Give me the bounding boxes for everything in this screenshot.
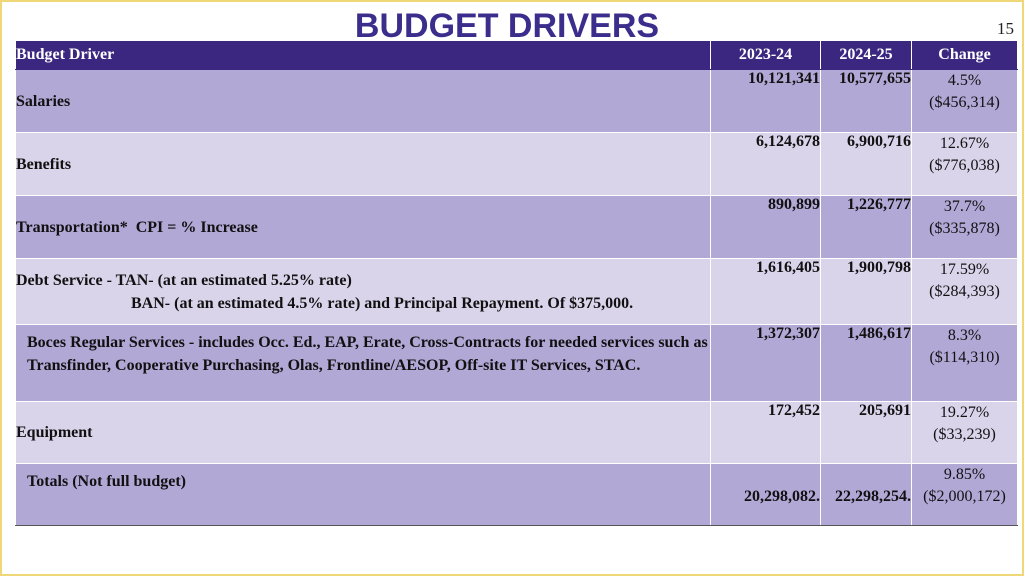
table-header-row: Budget Driver 2023-24 2024-25 Change xyxy=(15,40,1018,70)
row-value-2023-24: 172,452 xyxy=(710,401,821,464)
row-change: 4.5% ($456,314) xyxy=(911,69,1018,133)
row-change: 9.85% ($2,000,172) xyxy=(911,463,1018,526)
table-row: Equipment 172,452 205,691 19.27% ($33,23… xyxy=(15,401,1018,464)
header-2024-25: 2024-25 xyxy=(820,40,912,70)
row-driver-label: Transportation* CPI = % Increase xyxy=(15,195,711,259)
row-change: 37.7% ($335,878) xyxy=(911,195,1018,259)
table-row: Debt Service - TAN- (at an estimated 5.2… xyxy=(15,258,1018,325)
row-value-2023-24: 6,124,678 xyxy=(710,132,821,196)
row-change: 17.59% ($284,393) xyxy=(911,258,1018,325)
header-change: Change xyxy=(911,40,1018,70)
row-driver-label: Benefits xyxy=(15,132,711,196)
change-amount: ($114,310) xyxy=(929,349,1000,366)
change-amount: ($33,239) xyxy=(933,426,996,443)
row-change: 8.3% ($114,310) xyxy=(911,324,1018,402)
change-percent: 4.5% xyxy=(947,72,982,89)
row-value-2023-24: 20,298,082. xyxy=(710,463,821,526)
row-driver-label: Equipment xyxy=(15,401,711,464)
change-percent: 8.3% xyxy=(947,327,982,344)
row-driver-label: Salaries xyxy=(15,69,711,133)
row-change: 19.27% ($33,239) xyxy=(911,401,1018,464)
change-percent: 19.27% xyxy=(939,404,990,421)
header-2023-24: 2023-24 xyxy=(710,40,821,70)
table-row-totals: Totals (Not full budget) 20,298,082. 22,… xyxy=(15,463,1018,526)
row-driver-label: Debt Service - TAN- (at an estimated 5.2… xyxy=(15,258,711,325)
change-amount: ($456,314) xyxy=(929,94,1000,111)
row-value-2024-25: 6,900,716 xyxy=(820,132,912,196)
row-value-2023-24: 1,616,405 xyxy=(710,258,821,325)
change-percent: 12.67% xyxy=(939,135,990,152)
change-percent: 37.7% xyxy=(943,198,986,215)
row-change: 12.67% ($776,038) xyxy=(911,132,1018,196)
row-value-2023-24: 1,372,307 xyxy=(710,324,821,402)
row-value-2024-25: 1,900,798 xyxy=(820,258,912,325)
row-value-2024-25: 10,577,655 xyxy=(820,69,912,133)
table-row: Benefits 6,124,678 6,900,716 12.67% ($77… xyxy=(15,132,1018,196)
row-value-2023-24: 10,121,341 xyxy=(710,69,821,133)
change-percent: 17.59% xyxy=(939,261,990,278)
row-value-2024-25: 205,691 xyxy=(820,401,912,464)
change-percent: 9.85% xyxy=(943,466,986,483)
row-driver-label: Totals (Not full budget) xyxy=(15,463,711,526)
table-row: Boces Regular Services - includes Occ. E… xyxy=(15,324,1018,402)
change-amount: ($284,393) xyxy=(929,283,1000,300)
page-number: 15 xyxy=(997,19,1014,38)
change-amount: ($2,000,172) xyxy=(923,488,1006,505)
row-value-2023-24: 890,899 xyxy=(710,195,821,259)
row-value-2024-25: 1,226,777 xyxy=(820,195,912,259)
budget-table: Budget Driver 2023-24 2024-25 Change Sal… xyxy=(15,40,1018,526)
row-value-2024-25: 22,298,254. xyxy=(820,463,912,526)
debt-service-line-2: BAN- (at an estimated 4.5% rate) and Pri… xyxy=(131,294,634,312)
page-title: BUDGET DRIVERS xyxy=(354,7,660,45)
row-value-2024-25: 1,486,617 xyxy=(820,324,912,402)
table-row: Salaries 10,121,341 10,577,655 4.5% ($45… xyxy=(15,69,1018,133)
header-budget-driver: Budget Driver xyxy=(15,40,711,70)
debt-service-line-1: Debt Service - TAN- (at an estimated 5.2… xyxy=(16,271,352,289)
table-row: Transportation* CPI = % Increase 890,899… xyxy=(15,195,1018,259)
change-amount: ($776,038) xyxy=(929,157,1000,174)
change-amount: ($335,878) xyxy=(929,220,1000,237)
row-driver-label: Boces Regular Services - includes Occ. E… xyxy=(15,324,711,402)
